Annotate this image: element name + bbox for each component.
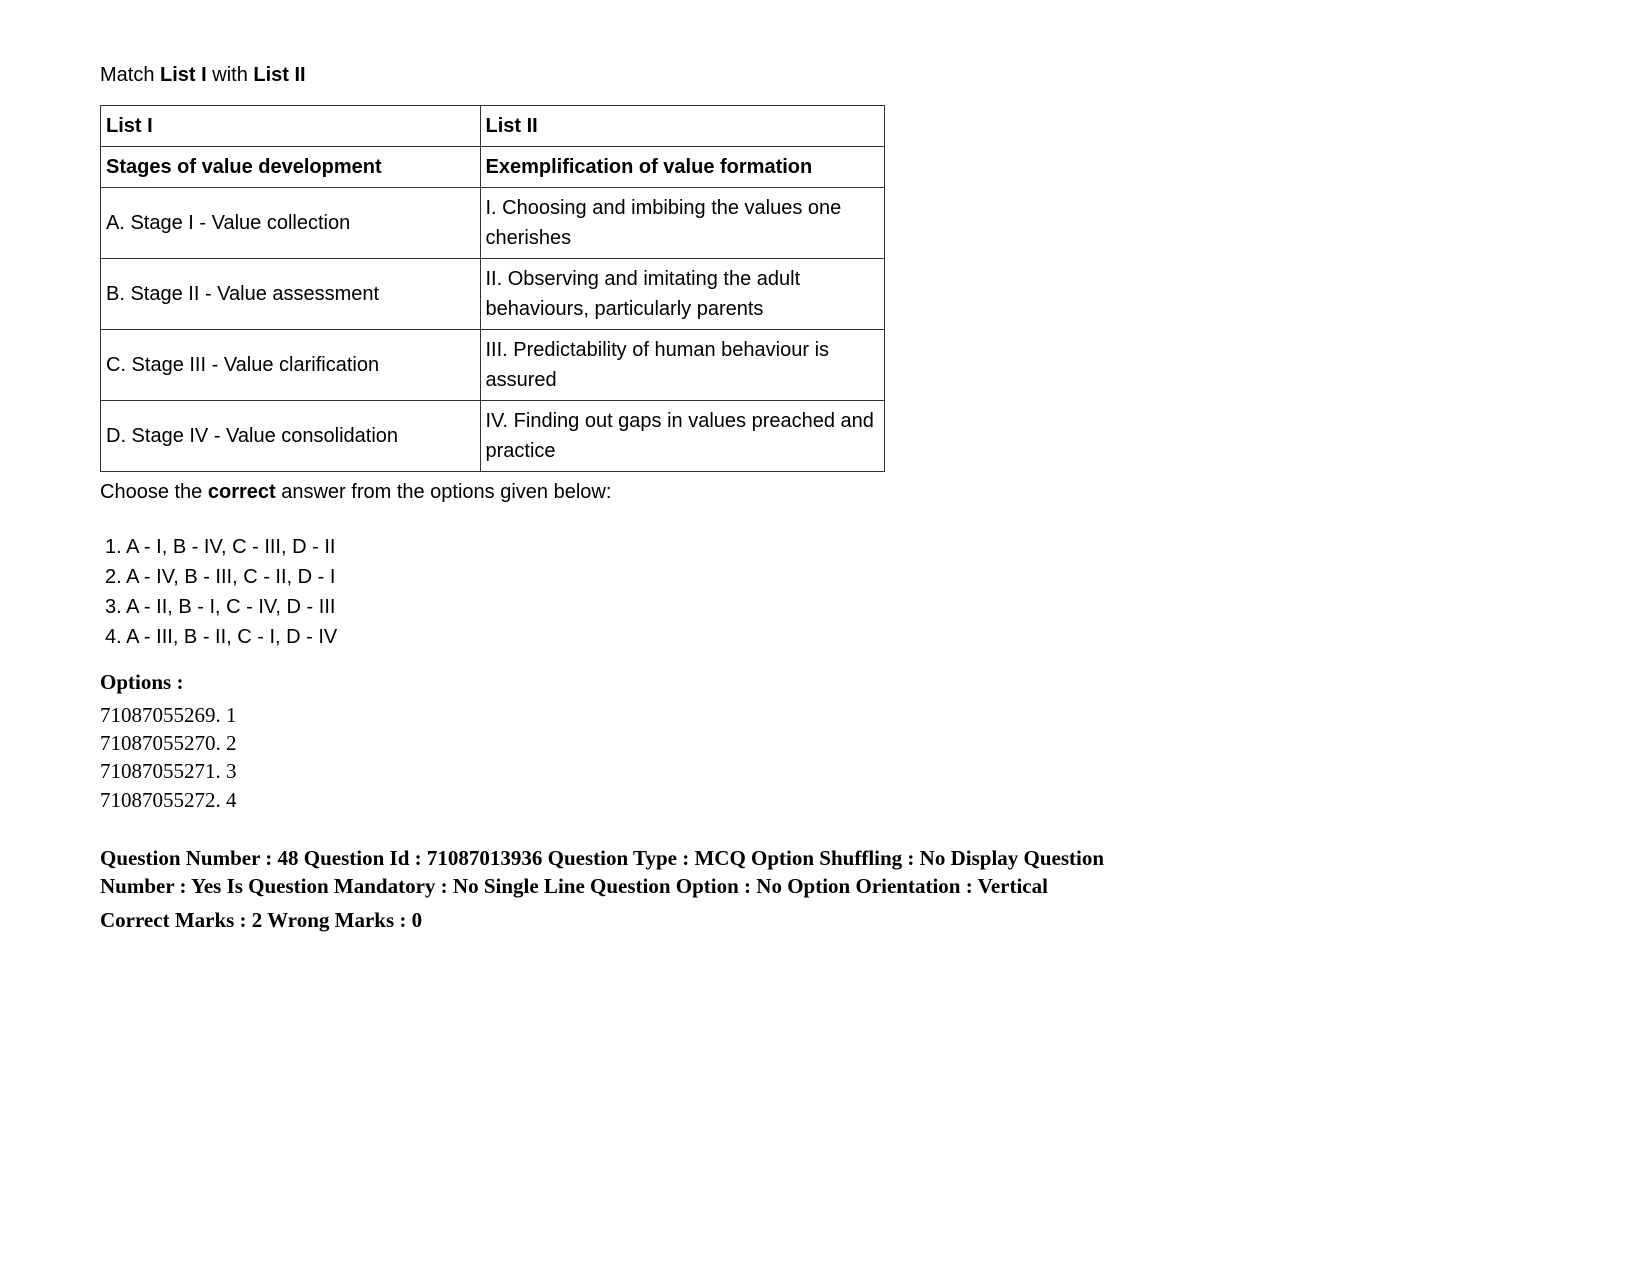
table-row: C. Stage III - Value clarification III. … <box>101 330 885 401</box>
answer-option: 3. A - II, B - I, C - IV, D - III <box>105 592 1550 622</box>
options-list: 71087055269. 1 71087055270. 2 7108705527… <box>100 701 1550 814</box>
choose-prefix: Choose the <box>100 481 208 503</box>
choose-suffix: answer from the options given below: <box>276 481 612 503</box>
table-cell: B. Stage II - Value assessment <box>101 259 481 330</box>
answer-option: 1. A - I, B - IV, C - III, D - II <box>105 532 1550 562</box>
question-meta: Question Number : 48 Question Id : 71087… <box>100 844 1160 901</box>
table-cell: III. Predictability of human behaviour i… <box>480 330 885 401</box>
table-subheader-cell: Stages of value development <box>101 147 481 188</box>
table-row: D. Stage IV - Value consolidation IV. Fi… <box>101 401 885 472</box>
prompt-bold2: List II <box>253 64 305 86</box>
table-cell: IV. Finding out gaps in values preached … <box>480 401 885 472</box>
option-id-line: 71087055272. 4 <box>100 786 1550 814</box>
prompt-bold1: List I <box>160 64 207 86</box>
question-prompt: Match List I with List II <box>100 60 1550 90</box>
table-cell: I. Choosing and imbibing the values one … <box>480 188 885 259</box>
table-cell: C. Stage III - Value clarification <box>101 330 481 401</box>
table-cell: A. Stage I - Value collection <box>101 188 481 259</box>
answer-options: 1. A - I, B - IV, C - III, D - II 2. A -… <box>105 532 1550 652</box>
option-id-line: 71087055270. 2 <box>100 729 1550 757</box>
options-label: Options : <box>100 667 1550 699</box>
answer-option: 4. A - III, B - II, C - I, D - IV <box>105 622 1550 652</box>
table-header-row: List I List II <box>101 106 885 147</box>
table-cell: D. Stage IV - Value consolidation <box>101 401 481 472</box>
prompt-mid: with <box>207 64 254 86</box>
choose-text: Choose the correct answer from the optio… <box>100 477 1550 507</box>
choose-bold: correct <box>208 481 276 503</box>
table-subheader-cell: Exemplification of value formation <box>480 147 885 188</box>
table-header-cell: List I <box>101 106 481 147</box>
answer-option: 2. A - IV, B - III, C - II, D - I <box>105 562 1550 592</box>
table-header-cell: List II <box>480 106 885 147</box>
option-id-line: 71087055269. 1 <box>100 701 1550 729</box>
marks-line: Correct Marks : 2 Wrong Marks : 0 <box>100 905 1550 937</box>
table-row: B. Stage II - Value assessment II. Obser… <box>101 259 885 330</box>
table-subheader-row: Stages of value development Exemplificat… <box>101 147 885 188</box>
table-row: A. Stage I - Value collection I. Choosin… <box>101 188 885 259</box>
option-id-line: 71087055271. 3 <box>100 757 1550 785</box>
table-cell: II. Observing and imitating the adult be… <box>480 259 885 330</box>
prompt-prefix: Match <box>100 64 160 86</box>
match-table: List I List II Stages of value developme… <box>100 105 885 472</box>
